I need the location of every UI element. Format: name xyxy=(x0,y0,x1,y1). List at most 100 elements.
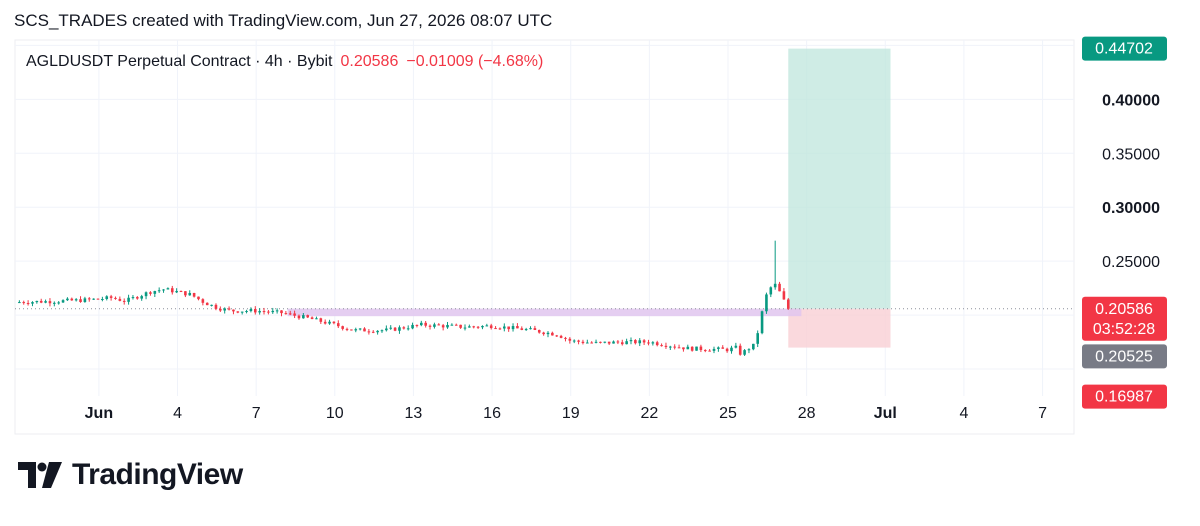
candle-body xyxy=(367,331,371,333)
candle-body xyxy=(53,302,56,304)
candle-body xyxy=(564,337,567,339)
supply-zone xyxy=(287,308,802,317)
candle-body xyxy=(529,328,532,330)
x-axis-tick-label: 28 xyxy=(798,405,816,422)
candle-body xyxy=(441,325,445,328)
candle-body xyxy=(297,315,301,319)
level-price-label-tag xyxy=(1082,344,1167,369)
candle-body xyxy=(302,315,305,319)
candle-body xyxy=(350,329,353,331)
candle-body xyxy=(57,302,60,304)
candle-body xyxy=(520,328,524,330)
candle-body xyxy=(773,283,777,288)
candle-body xyxy=(271,310,275,313)
candle-body xyxy=(786,299,790,309)
candle-body xyxy=(599,341,602,343)
candle-body xyxy=(389,327,393,329)
candle-body xyxy=(92,298,95,300)
candle-body xyxy=(219,308,222,311)
candle-body xyxy=(603,341,607,343)
candle-body xyxy=(284,313,288,315)
candle-body xyxy=(647,342,650,344)
candle-body xyxy=(354,329,358,331)
candle-body xyxy=(380,330,384,332)
candle-body xyxy=(253,309,257,313)
candle-body xyxy=(236,311,240,313)
candle-body xyxy=(468,326,471,328)
candle-body xyxy=(39,300,43,303)
tradingview-logo[interactable]: TradingView xyxy=(18,458,243,492)
candle-body xyxy=(524,329,528,331)
candle-body xyxy=(197,296,200,300)
candle-body xyxy=(415,324,419,326)
candle-body xyxy=(140,296,143,299)
candle-body xyxy=(201,299,205,303)
candle-body xyxy=(682,347,685,350)
x-axis-tick-label: Jul xyxy=(874,405,897,422)
candle-body xyxy=(66,298,69,301)
candle-body xyxy=(677,347,681,349)
tradingview-wordmark: TradingView xyxy=(72,458,243,491)
candle-body xyxy=(489,325,493,329)
candle-body xyxy=(74,299,78,301)
candle-body xyxy=(625,341,628,345)
candle-body xyxy=(725,348,729,352)
candle-body xyxy=(516,326,519,329)
candle-body xyxy=(105,296,109,300)
last-price-value: 0.20586 xyxy=(340,53,399,70)
x-axis-tick-label: 4 xyxy=(959,405,968,422)
candle-body xyxy=(734,345,738,348)
candle-body xyxy=(568,338,572,341)
candle-body xyxy=(782,291,786,300)
candle-body xyxy=(306,315,310,318)
candle-body xyxy=(262,311,266,313)
candle-body xyxy=(655,342,659,346)
x-axis-tick-label: 13 xyxy=(405,405,423,422)
candle-body xyxy=(288,313,292,315)
symbol-legend[interactable]: AGLDUSDT Perpetual Contract · 4h · Bybit… xyxy=(26,53,543,71)
last-price-label-text: 0.20586 xyxy=(1095,301,1153,318)
price-change-value: −0.01009 (−4.68%) xyxy=(406,53,544,70)
candle-body xyxy=(170,288,174,293)
candle-body xyxy=(669,346,672,348)
candle-body xyxy=(738,345,742,355)
stop-price-label-text: 0.16987 xyxy=(1095,389,1153,406)
x-axis-tick-label: 7 xyxy=(1038,405,1047,422)
candle-body xyxy=(629,340,633,342)
x-axis-tick-label: 22 xyxy=(640,405,658,422)
candle-body xyxy=(114,297,117,299)
candle-body xyxy=(450,324,454,326)
candle-body xyxy=(616,341,620,343)
candle-body xyxy=(485,325,489,327)
candle-body xyxy=(717,347,720,349)
candle-body xyxy=(572,340,576,342)
symbol-title[interactable]: AGLDUSDT Perpetual Contract · 4h · Bybit xyxy=(26,53,333,70)
candle-body xyxy=(358,328,362,330)
plot-frame xyxy=(14,39,1075,435)
candle-body xyxy=(61,300,65,303)
candle-body xyxy=(162,289,165,291)
candle-body xyxy=(551,332,554,336)
candle-body xyxy=(315,318,318,320)
candle-body xyxy=(127,297,130,302)
candle-body xyxy=(83,298,87,303)
candle-body xyxy=(559,335,563,338)
candle-body xyxy=(546,332,550,335)
candle-body xyxy=(371,331,375,333)
candle-body xyxy=(210,304,213,306)
chart-caption: SCS_TRADES created with TradingView.com,… xyxy=(14,11,553,30)
candle-body xyxy=(586,342,589,344)
candle-body xyxy=(542,332,545,335)
candle-body xyxy=(612,341,615,344)
candle-body xyxy=(87,298,91,300)
candle-body xyxy=(778,283,781,292)
x-axis-tick-label: 25 xyxy=(719,405,737,422)
candle-body xyxy=(136,297,139,299)
candle-body xyxy=(393,327,397,331)
x-axis-tick-label: 10 xyxy=(326,405,344,422)
x-axis-tick-label: Jun xyxy=(85,405,113,422)
candle-body xyxy=(118,298,122,301)
candle-body xyxy=(533,328,537,330)
